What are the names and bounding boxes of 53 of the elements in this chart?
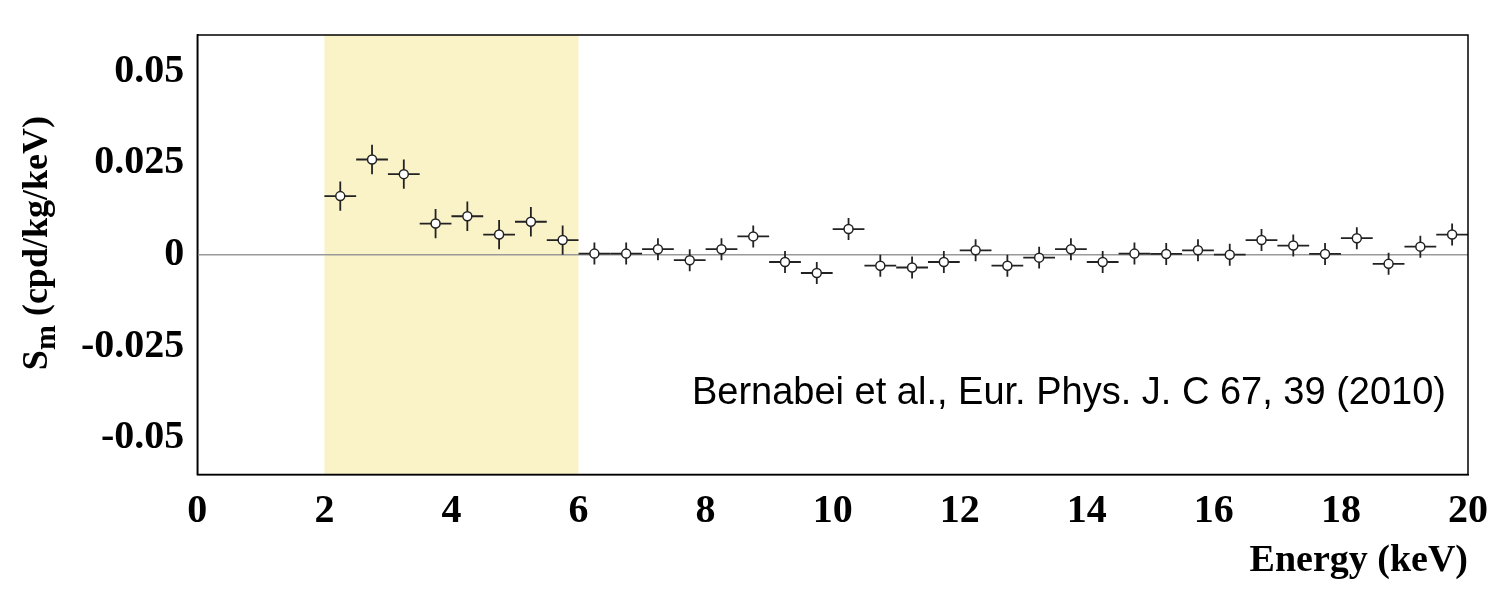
point	[1288, 240, 1299, 251]
point	[779, 256, 791, 268]
x-tick-label: 4	[441, 485, 462, 531]
point	[1192, 245, 1204, 256]
point	[1002, 260, 1013, 271]
y-tick-label: -0.05	[100, 412, 185, 458]
point	[684, 254, 695, 266]
point	[462, 211, 473, 222]
point	[1160, 248, 1172, 260]
x-tick-label: 10	[812, 485, 853, 531]
point	[1446, 229, 1458, 240]
point	[1351, 232, 1363, 244]
y-tick-label: 0	[164, 229, 185, 275]
x-axis-title: Energy (keV)	[1249, 537, 1468, 581]
y-tick-label: 0.05	[114, 45, 185, 91]
point	[652, 243, 664, 255]
point	[557, 234, 568, 246]
point	[1415, 241, 1426, 252]
x-tick-label: 18	[1320, 485, 1361, 531]
point	[620, 248, 632, 259]
point	[875, 260, 886, 271]
point	[906, 262, 918, 273]
point	[970, 245, 981, 256]
point	[843, 223, 854, 235]
point	[1224, 249, 1235, 260]
point	[1097, 256, 1108, 268]
point	[493, 229, 505, 240]
point	[1319, 248, 1331, 260]
x-tick-label: 20	[1448, 485, 1488, 531]
point	[398, 168, 410, 180]
x-tick-label: 12	[939, 485, 980, 531]
annotation: Bernabei et al., Eur. Phys. J. C 67, 39 (2010)	[691, 370, 1446, 413]
point	[430, 218, 441, 229]
point	[1065, 243, 1077, 255]
x-tick-label: 14	[1066, 485, 1107, 531]
point	[1129, 248, 1140, 259]
point	[335, 190, 346, 202]
y-tick-label: -0.025	[80, 320, 185, 366]
point	[716, 243, 727, 255]
point	[1256, 234, 1267, 246]
point	[1383, 258, 1394, 270]
point	[938, 256, 950, 268]
x-tick-label: 16	[1193, 485, 1234, 531]
point	[589, 248, 600, 259]
point	[811, 267, 823, 279]
point	[1033, 252, 1045, 263]
y-tick-label: 0.025	[94, 137, 185, 183]
point	[525, 216, 537, 227]
x-tick-label: 2	[314, 485, 335, 531]
point	[747, 231, 759, 242]
point	[366, 154, 378, 165]
x-tick-label: 6	[568, 485, 589, 531]
x-tick-label: 8	[695, 485, 716, 531]
